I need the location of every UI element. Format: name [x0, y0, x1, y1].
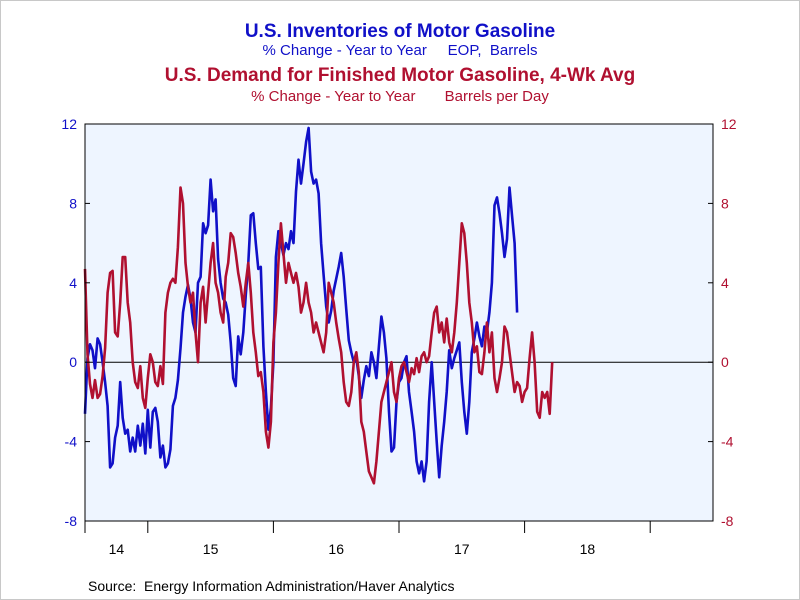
right-tick-label: 0: [721, 354, 729, 370]
series-line-inventories: [83, 126, 519, 483]
right-tick-label: 12: [721, 116, 737, 132]
plot-area: [85, 124, 713, 521]
x-tick-label: 17: [454, 541, 470, 557]
left-tick-label: 12: [61, 116, 77, 132]
right-axis: 12 8 4 0 -4 -8: [708, 116, 737, 529]
x-tick-label: 16: [328, 541, 344, 557]
left-tick-label: -8: [65, 513, 78, 529]
series2-subtitle: % Change - Year to Year Barrels per Day: [251, 88, 549, 105]
right-tick-label: -8: [721, 513, 734, 529]
series1-title: U.S. Inventories of Motor Gasoline: [244, 21, 556, 42]
left-tick-label: 8: [69, 195, 77, 211]
left-tick-label: -4: [65, 434, 78, 450]
left-axis: 12 8 4 0 -4 -8: [61, 116, 90, 529]
series-group: [83, 126, 554, 485]
x-axis: 14 15 16 17 18: [84, 521, 651, 557]
right-tick-label: 8: [721, 195, 729, 211]
series1-subtitle: % Change - Year to Year EOP, Barrels: [262, 42, 538, 59]
series2-title: U.S. Demand for Finished Motor Gasoline,…: [164, 65, 636, 86]
x-tick-label: 18: [580, 541, 596, 557]
right-tick-label: 4: [721, 275, 729, 291]
series-line-demand: [83, 186, 554, 485]
source-note: Source: Energy Information Administratio…: [88, 578, 455, 594]
right-tick-label: -4: [721, 434, 734, 450]
x-tick-label: 14: [109, 541, 125, 557]
x-tick-label: 15: [203, 541, 219, 557]
left-tick-label: 4: [69, 275, 77, 291]
left-tick-label: 0: [69, 354, 77, 370]
